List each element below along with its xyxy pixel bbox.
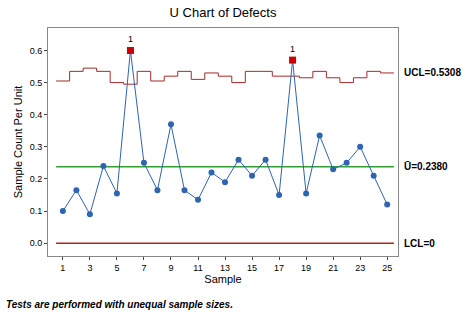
svg-text:Tests are performed with unequ: Tests are performed with unequal sample … [6,299,233,310]
svg-text:UCL=0.5308: UCL=0.5308 [404,67,461,78]
svg-text:15: 15 [247,263,257,273]
svg-text:Sample Count Per Unit: Sample Count Per Unit [12,86,24,198]
svg-text:23: 23 [355,263,365,273]
svg-text:19: 19 [301,263,311,273]
svg-text:0.6: 0.6 [30,46,43,56]
svg-text:LCL=0: LCL=0 [404,238,435,249]
svg-text:0.5: 0.5 [30,78,43,88]
svg-text:7: 7 [141,263,146,273]
svg-text:9: 9 [168,263,173,273]
svg-text:0.1: 0.1 [30,206,43,216]
svg-text:1: 1 [128,34,133,44]
svg-text:0.0: 0.0 [30,238,43,248]
svg-text:3: 3 [87,263,92,273]
svg-text:5: 5 [114,263,119,273]
svg-text:25: 25 [382,263,392,273]
svg-text:1: 1 [290,44,295,54]
svg-text:U Chart of Defects: U Chart of Defects [170,5,277,20]
svg-text:0.3: 0.3 [30,142,43,152]
svg-text:1: 1 [60,263,65,273]
svg-text:Sample: Sample [204,273,241,285]
svg-text:21: 21 [328,263,338,273]
svg-text:0.4: 0.4 [30,110,43,120]
svg-text:11: 11 [193,263,202,273]
svg-text:0.2: 0.2 [30,174,43,184]
svg-text:17: 17 [274,263,284,273]
svg-text:Ū=0.2380: Ū=0.2380 [404,161,448,172]
svg-text:13: 13 [220,263,230,273]
